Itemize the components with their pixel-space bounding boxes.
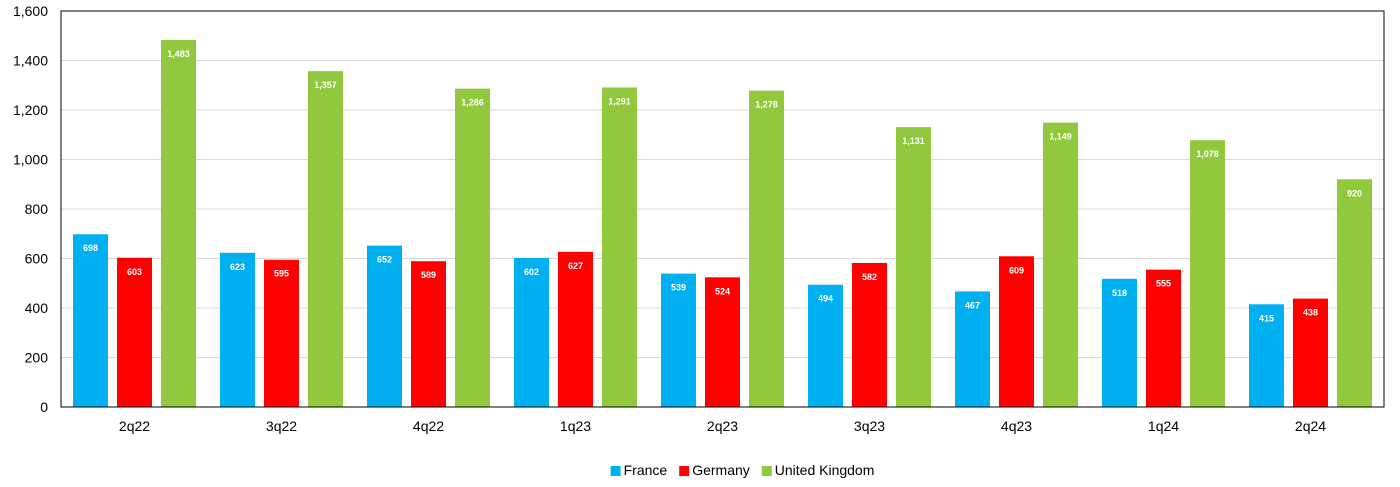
bar-france-3q22 bbox=[220, 252, 255, 407]
bar-united-kingdom-4q22 bbox=[455, 88, 490, 407]
data-label: 603 bbox=[127, 267, 142, 277]
data-label: 1,149 bbox=[1049, 132, 1072, 142]
bar-france-2q24 bbox=[1249, 304, 1284, 407]
data-label: 1,483 bbox=[167, 49, 190, 59]
x-category-label: 3q23 bbox=[854, 418, 885, 434]
bar-united-kingdom-2q23 bbox=[749, 90, 784, 407]
legend-label: United Kingdom bbox=[775, 462, 875, 478]
data-label: 1,286 bbox=[461, 98, 484, 108]
bars bbox=[73, 39, 1372, 408]
legend-item-united-kingdom: United Kingdom bbox=[761, 462, 875, 478]
data-label: 415 bbox=[1259, 313, 1274, 323]
bar-data-labels: 698 603 1,483 623 595 1,357 652 589 1,286 602 627 1… bbox=[83, 49, 1362, 323]
legend-item-germany: Germany bbox=[679, 462, 750, 478]
bar-france-4q23 bbox=[955, 291, 990, 407]
x-axis-category-labels: 2q22 3q22 4q22 1q23 2q23 3q23 4q23 1q24 2q24 bbox=[119, 418, 1326, 434]
bar-germany-3q23 bbox=[852, 262, 887, 407]
bar-france-1q23 bbox=[514, 258, 549, 407]
data-label: 595 bbox=[274, 269, 289, 279]
data-label: 582 bbox=[862, 272, 877, 282]
bar-united-kingdom-2q22 bbox=[161, 39, 196, 408]
data-label: 467 bbox=[965, 300, 980, 310]
data-label: 652 bbox=[377, 255, 392, 265]
y-tick-label: 800 bbox=[25, 201, 49, 217]
bar-united-kingdom-3q22 bbox=[308, 71, 343, 407]
x-category-label: 2q23 bbox=[707, 418, 738, 434]
x-category-label: 4q22 bbox=[413, 418, 444, 434]
x-category-label: 2q22 bbox=[119, 418, 150, 434]
bar-germany-3q22 bbox=[264, 259, 299, 407]
bar-united-kingdom-4q23 bbox=[1043, 122, 1078, 407]
y-tick-label: 1,600 bbox=[13, 3, 48, 19]
bar-france-4q22 bbox=[367, 245, 402, 407]
data-label: 518 bbox=[1112, 288, 1127, 298]
bar-germany-4q22 bbox=[411, 261, 446, 407]
y-tick-label: 1,200 bbox=[13, 102, 48, 118]
legend-swatch bbox=[610, 466, 621, 476]
data-label: 539 bbox=[671, 283, 686, 293]
data-label: 1,078 bbox=[1196, 149, 1219, 159]
bar-united-kingdom-1q23 bbox=[602, 87, 637, 407]
data-label: 602 bbox=[524, 267, 539, 277]
x-category-label: 2q24 bbox=[1295, 418, 1326, 434]
y-tick-label: 200 bbox=[25, 350, 49, 366]
data-label: 494 bbox=[818, 294, 833, 304]
data-label: 609 bbox=[1009, 265, 1024, 275]
bar-united-kingdom-1q24 bbox=[1190, 140, 1225, 407]
data-label: 1,278 bbox=[755, 100, 778, 110]
data-label: 627 bbox=[568, 261, 583, 271]
bar-germany-2q23 bbox=[705, 277, 740, 407]
x-category-label: 1q23 bbox=[560, 418, 591, 434]
data-label: 1,131 bbox=[902, 136, 925, 146]
y-tick-label: 600 bbox=[25, 251, 49, 267]
x-category-label: 3q22 bbox=[266, 418, 297, 434]
x-category-label: 4q23 bbox=[1001, 418, 1032, 434]
bar-germany-2q24 bbox=[1293, 298, 1328, 407]
bar-united-kingdom-3q23 bbox=[896, 127, 931, 407]
y-tick-label: 0 bbox=[40, 399, 48, 415]
bar-united-kingdom-2q24 bbox=[1337, 179, 1372, 407]
y-axis-tick-labels: 0 200 400 600 800 1,000 1,200 1,400 1,600 bbox=[13, 3, 48, 415]
bar-germany-1q23 bbox=[558, 251, 593, 407]
legend-label: France bbox=[624, 462, 668, 478]
data-label: 438 bbox=[1303, 308, 1318, 318]
data-label: 698 bbox=[83, 243, 98, 253]
data-label: 524 bbox=[715, 286, 730, 296]
legend-item-france: France bbox=[610, 462, 668, 478]
bar-france-1q24 bbox=[1102, 278, 1137, 407]
y-tick-label: 1,000 bbox=[13, 152, 48, 168]
y-tick-label: 400 bbox=[25, 300, 49, 316]
legend-label: Germany bbox=[692, 462, 750, 478]
data-label: 1,291 bbox=[608, 96, 631, 106]
data-label: 1,357 bbox=[314, 80, 337, 90]
y-tick-label: 1,400 bbox=[13, 53, 48, 69]
plot-area-frame bbox=[60, 10, 1385, 408]
legend: France Germany United Kingdom bbox=[610, 462, 875, 478]
data-label: 920 bbox=[1347, 188, 1362, 198]
x-category-label: 1q24 bbox=[1148, 418, 1179, 434]
data-label: 589 bbox=[421, 270, 436, 280]
legend-swatch bbox=[761, 466, 772, 476]
data-label: 623 bbox=[230, 262, 245, 272]
bar-france-2q22 bbox=[73, 234, 108, 407]
bar-france-2q23 bbox=[661, 273, 696, 407]
legend-swatch bbox=[679, 466, 690, 476]
data-label: 555 bbox=[1156, 279, 1171, 289]
bar-germany-2q22 bbox=[117, 257, 152, 407]
bar-france-3q23 bbox=[808, 284, 843, 407]
bar-germany-4q23 bbox=[999, 256, 1034, 407]
bar-germany-1q24 bbox=[1146, 269, 1181, 407]
